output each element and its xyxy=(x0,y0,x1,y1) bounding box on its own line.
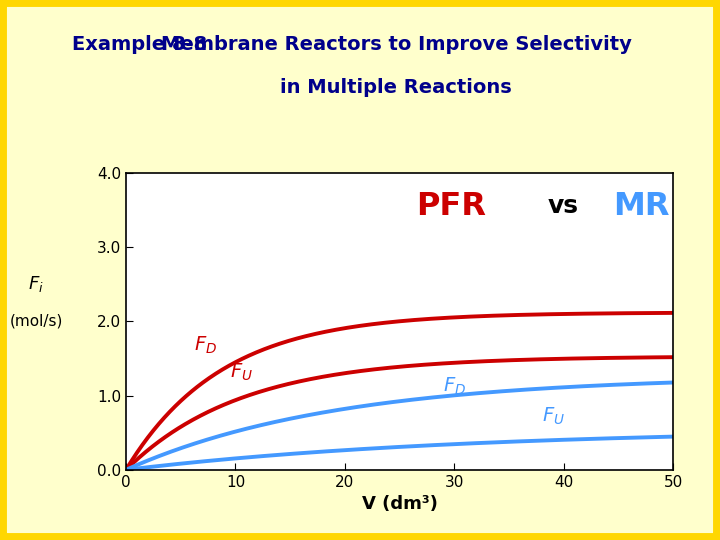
Text: (mol/s): (mol/s) xyxy=(9,314,63,329)
Text: Example 8-8: Example 8-8 xyxy=(72,35,207,54)
Text: vs: vs xyxy=(547,194,578,218)
Text: $F_D$: $F_D$ xyxy=(444,376,467,397)
Text: $F_i$: $F_i$ xyxy=(28,273,44,294)
Text: Membrane Reactors to Improve Selectivity: Membrane Reactors to Improve Selectivity xyxy=(161,35,631,54)
Text: in Multiple Reactions: in Multiple Reactions xyxy=(280,78,512,97)
X-axis label: V (dm³): V (dm³) xyxy=(361,495,438,513)
Text: MR: MR xyxy=(613,191,670,222)
Text: PFR: PFR xyxy=(416,191,486,222)
Text: $F_U$: $F_U$ xyxy=(230,362,253,383)
Text: $F_U$: $F_U$ xyxy=(542,406,564,427)
Text: $F_D$: $F_D$ xyxy=(194,335,217,356)
